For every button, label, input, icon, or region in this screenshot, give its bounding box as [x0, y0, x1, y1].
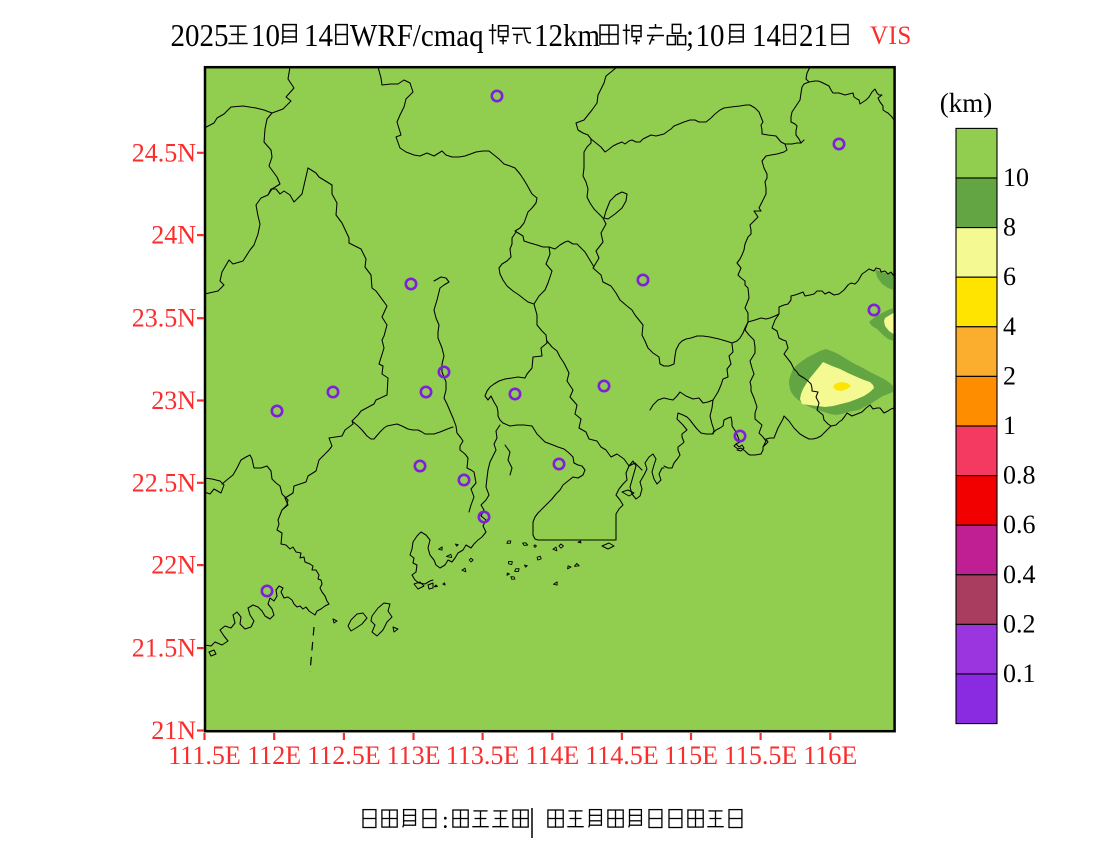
- svg-text:1: 1: [1003, 411, 1016, 440]
- svg-text:12km: 12km: [534, 18, 600, 54]
- svg-text:21.5N: 21.5N: [132, 634, 197, 663]
- svg-text:(km): (km): [940, 88, 992, 118]
- svg-text:116E: 116E: [803, 741, 857, 770]
- svg-text:VIS: VIS: [870, 20, 912, 50]
- svg-text:14: 14: [304, 18, 333, 54]
- svg-text:0.1: 0.1: [1003, 659, 1036, 688]
- svg-text:14: 14: [752, 18, 781, 54]
- svg-text:WRF/cmaq: WRF/cmaq: [350, 18, 484, 54]
- svg-text:22.5N: 22.5N: [132, 468, 197, 497]
- svg-text:0.8: 0.8: [1003, 461, 1036, 490]
- svg-text:8: 8: [1003, 213, 1016, 242]
- svg-text:111.5E: 111.5E: [168, 741, 240, 770]
- svg-text:115.5E: 115.5E: [724, 741, 797, 770]
- svg-text:0.2: 0.2: [1003, 609, 1036, 638]
- svg-text:4: 4: [1003, 312, 1016, 341]
- svg-text:;: ;: [686, 18, 694, 54]
- svg-text:10: 10: [696, 18, 725, 54]
- svg-text:22N: 22N: [151, 551, 196, 580]
- svg-text:21: 21: [799, 18, 828, 54]
- svg-text:23.5N: 23.5N: [132, 304, 197, 333]
- svg-text:0.4: 0.4: [1003, 560, 1036, 589]
- svg-text:2025: 2025: [171, 18, 229, 54]
- svg-text:115E: 115E: [664, 741, 718, 770]
- svg-text:2: 2: [1003, 361, 1016, 390]
- svg-text:114E: 114E: [525, 741, 579, 770]
- svg-text::: :: [442, 808, 449, 834]
- svg-text:113.5E: 113.5E: [446, 741, 519, 770]
- svg-text:10: 10: [1003, 163, 1029, 192]
- svg-text:24N: 24N: [151, 221, 196, 250]
- svg-text:6: 6: [1003, 262, 1016, 291]
- svg-text:112E: 112E: [247, 741, 301, 770]
- svg-text:24.5N: 24.5N: [132, 138, 197, 167]
- svg-text:0.6: 0.6: [1003, 510, 1036, 539]
- svg-text:114.5E: 114.5E: [585, 741, 658, 770]
- svg-text:21N: 21N: [151, 716, 196, 745]
- svg-text:113E: 113E: [387, 741, 441, 770]
- svg-text:23N: 23N: [151, 386, 196, 415]
- svg-text:112.5E: 112.5E: [307, 741, 380, 770]
- svg-text:10: 10: [251, 18, 280, 54]
